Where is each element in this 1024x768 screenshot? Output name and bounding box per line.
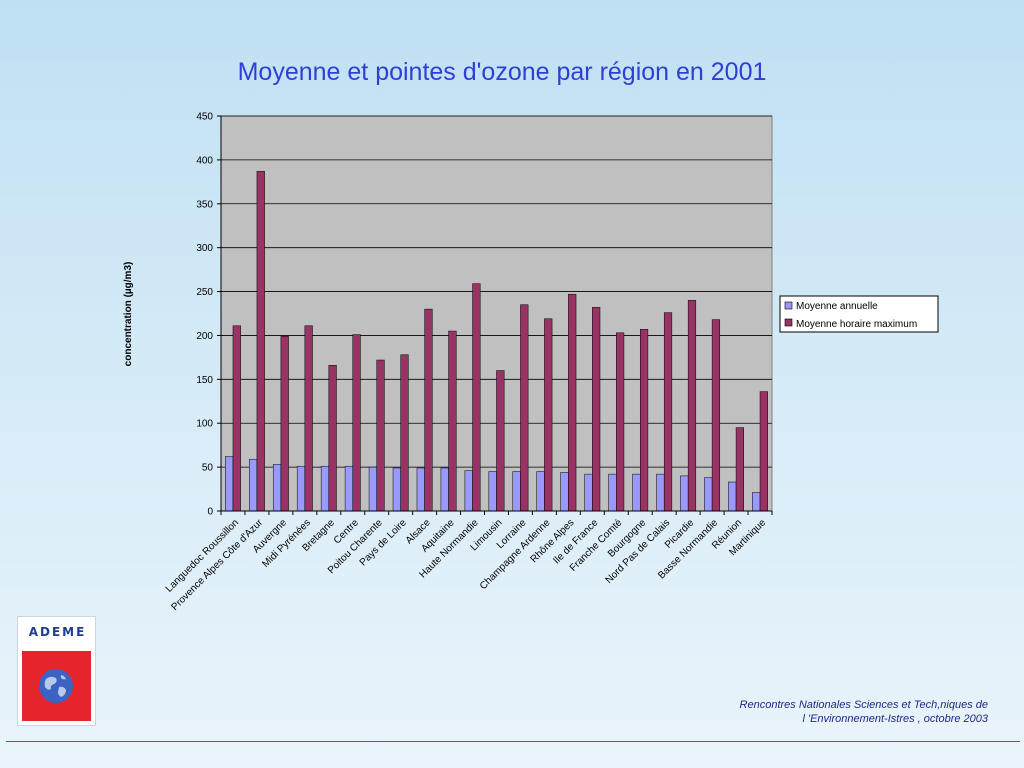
y-axis-ticks: 0 50 100 150 200 250 300 350 400 450 <box>196 112 221 518</box>
bar-annual-mean <box>320 465 330 512</box>
bar-hourly-max <box>520 304 529 512</box>
bar-annual-mean <box>704 477 713 512</box>
bar-hourly-max <box>328 365 337 512</box>
bar-annual-mean <box>249 458 258 512</box>
logo-red-panel <box>22 651 91 721</box>
bar-annual-mean <box>416 467 425 512</box>
globe-icon <box>39 669 73 703</box>
bar-hourly-max <box>687 300 697 512</box>
bar-annual-mean <box>608 473 617 512</box>
bar-annual-mean <box>680 475 689 512</box>
bar-annual-mean <box>440 467 449 512</box>
bar-annual-mean <box>656 473 665 512</box>
bar-annual-mean <box>536 471 545 512</box>
footer-citation: Rencontres Nationales Sciences et Tech,n… <box>740 698 988 726</box>
bar-hourly-max <box>592 307 601 512</box>
bar-hourly-max <box>759 391 768 512</box>
y-tick-label: 350 <box>196 199 213 210</box>
legend-swatch-annual <box>784 301 793 310</box>
bar-hourly-max <box>352 334 361 512</box>
bar-hourly-max <box>663 312 673 512</box>
bar-hourly-max <box>304 325 313 512</box>
footer-line-1: Rencontres Nationales Sciences et Tech,n… <box>739 699 988 711</box>
bar-hourly-max <box>472 283 481 512</box>
legend-label-annual: Moyenne annuelle <box>796 301 878 312</box>
bar-hourly-max <box>616 332 625 512</box>
bar-annual-mean <box>464 470 473 512</box>
footer-divider <box>6 741 1020 742</box>
bar-chart: 0 50 100 150 200 250 300 350 400 450 Languedoc Ro… <box>123 112 939 613</box>
y-tick-label: 300 <box>196 243 213 254</box>
legend-label-hourly-max: Moyenne horaire maximum <box>796 319 917 330</box>
bar-annual-mean <box>632 473 641 512</box>
bar-annual-mean <box>512 471 521 512</box>
y-tick-label: 200 <box>196 331 213 342</box>
y-tick-label: 50 <box>202 463 214 474</box>
bar-annual-mean <box>272 464 282 512</box>
bar-hourly-max <box>376 359 385 512</box>
bar-annual-mean <box>392 467 401 512</box>
bar-hourly-max <box>711 319 721 512</box>
bar-hourly-max <box>568 293 577 512</box>
y-tick-label: 450 <box>196 112 213 123</box>
bar-annual-mean <box>488 471 497 512</box>
legend-swatch-hourly-max <box>784 318 793 327</box>
bar-annual-mean <box>728 481 737 512</box>
bar-annual-mean <box>296 465 306 512</box>
y-axis-title: concentration (µg/m3) <box>123 262 134 367</box>
bar-hourly-max <box>639 329 649 512</box>
y-tick-label: 0 <box>207 507 213 518</box>
x-category-label: Provence Alpes Côte d'Azur <box>169 517 265 613</box>
y-tick-label: 400 <box>196 155 213 166</box>
bar-hourly-max <box>232 325 241 512</box>
bar-hourly-max <box>735 427 744 512</box>
y-tick-label: 150 <box>196 375 213 386</box>
legend: Moyenne annuelle Moyenne horaire maximum <box>779 295 939 333</box>
bar-hourly-max <box>400 354 409 512</box>
logo-wordmark: ADEME <box>28 625 87 639</box>
bar-hourly-max <box>448 330 457 512</box>
y-tick-label: 100 <box>196 419 213 430</box>
footer-line-2: l 'Environnement-Istres , octobre 2003 <box>802 713 988 725</box>
slide-title: Moyenne et pointes d'ozone par région en… <box>237 58 767 86</box>
bar-annual-mean <box>344 465 354 512</box>
bar-hourly-max <box>544 318 553 512</box>
ademe-logo: ADEME <box>17 616 96 726</box>
bar-annual-mean <box>560 472 569 512</box>
bar-annual-mean <box>225 456 234 512</box>
bar-hourly-max <box>424 308 433 512</box>
bar-annual-mean <box>752 492 761 512</box>
bar-hourly-max <box>496 370 505 512</box>
bar-hourly-max <box>280 336 289 512</box>
y-tick-label: 250 <box>196 287 213 298</box>
bar-annual-mean <box>368 466 377 512</box>
bar-annual-mean <box>584 473 593 512</box>
legend-box <box>779 295 939 333</box>
bar-hourly-max <box>256 171 265 512</box>
